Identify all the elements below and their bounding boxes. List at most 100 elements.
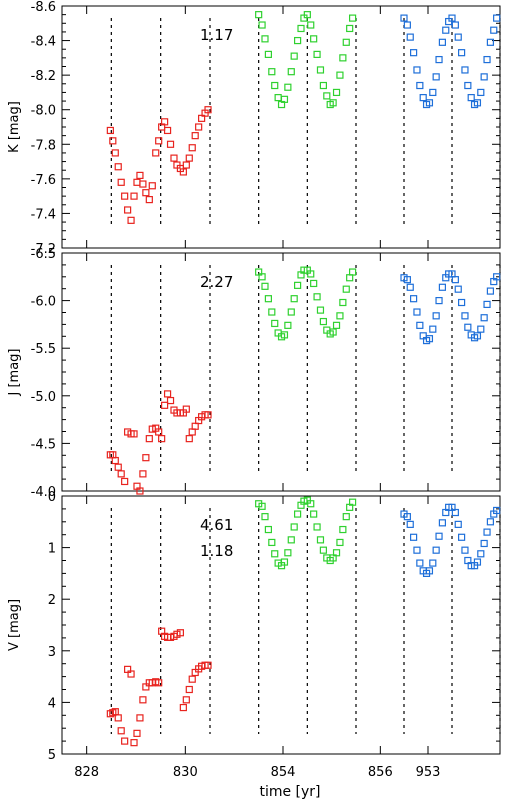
data-point [477,325,485,333]
data-point [425,335,434,343]
data-point [438,38,446,46]
data-point [271,550,279,558]
data-point [148,182,156,190]
data-point [268,68,276,76]
data-point [419,94,427,102]
data-point [477,550,485,558]
data-point [493,14,501,22]
data-point [287,68,295,76]
data-point [483,55,491,64]
data-point [145,196,153,204]
data-point [316,66,325,74]
data-point [329,328,337,336]
y-tick-label: 3 [48,645,56,660]
data-point [406,33,414,41]
y-tick-label: 2 [48,593,56,608]
data-point [188,144,196,152]
data-point [429,88,437,97]
data-point [195,123,203,131]
y-tick-label: 0 [48,490,56,505]
y-tick-label: -7.2 [31,242,56,257]
data-point [121,192,129,200]
y-tick-label: -4.0 [31,485,56,500]
data-point [473,99,482,107]
data-point [294,36,302,45]
data-point [403,513,411,521]
data-point [316,536,325,544]
data-point [410,533,418,541]
data-point [493,273,501,281]
data-point [185,154,193,162]
annotation-value: 2.27 [200,273,233,291]
x-tick-label: 856 [368,765,393,780]
data-point [290,295,298,303]
data-point [133,178,141,186]
data-point [458,298,466,307]
data-point [339,525,347,534]
data-point [155,428,163,436]
data-point [342,513,350,521]
y-tick-label: -7.4 [31,207,56,222]
data-point [432,546,440,554]
data-point [346,274,354,282]
data-point [332,321,341,329]
data-point [284,321,292,329]
data-point [339,298,347,307]
data-point [204,411,212,419]
y-axis-label: J [mag] [7,349,22,397]
data-point [464,323,472,331]
data-point [435,55,443,64]
data-point [493,506,501,515]
data-point [127,670,135,678]
panel-2-frame [61,252,501,492]
data-point [191,132,199,140]
data-point [473,332,482,340]
data-point [451,508,459,517]
data-point [486,518,494,526]
data-point [336,71,344,79]
data-point [480,314,488,322]
data-point [124,206,132,214]
y-tick-label: -5.5 [31,342,56,357]
data-point [152,149,160,157]
data-point [410,295,418,303]
data-point [136,714,144,722]
data-point [264,50,272,59]
data-point [176,629,184,637]
y-tick-label: -6.0 [31,295,56,310]
data-point [121,737,129,745]
data-point [346,24,354,33]
data-point [271,81,279,90]
data-point [458,49,466,57]
x-tick-label: 854 [271,765,296,780]
data-point [258,502,266,510]
data-point [284,83,292,91]
data-point [400,14,408,22]
data-point [136,171,144,179]
data-point [182,161,190,169]
data-point [416,321,424,329]
data-point [294,510,302,518]
data-point [307,270,315,278]
y-tick-label: -6.5 [31,247,56,262]
y-tick-label: 4 [48,696,56,711]
data-point [268,538,276,547]
y-tick-label: 1 [48,542,56,557]
data-point [179,168,187,176]
y-tick-label: -8.0 [31,104,56,119]
data-point [342,285,350,293]
data-point [442,26,450,34]
data-point [342,38,350,46]
data-point [117,178,125,186]
data-point [329,99,337,107]
data-point [413,66,421,74]
data-point [161,401,169,409]
data-point [204,106,212,114]
data-point [319,546,327,554]
y-tick-label: -5.0 [31,390,56,405]
data-point [268,308,276,316]
data-point [461,546,469,554]
data-point [348,14,357,22]
data-point [280,95,289,103]
